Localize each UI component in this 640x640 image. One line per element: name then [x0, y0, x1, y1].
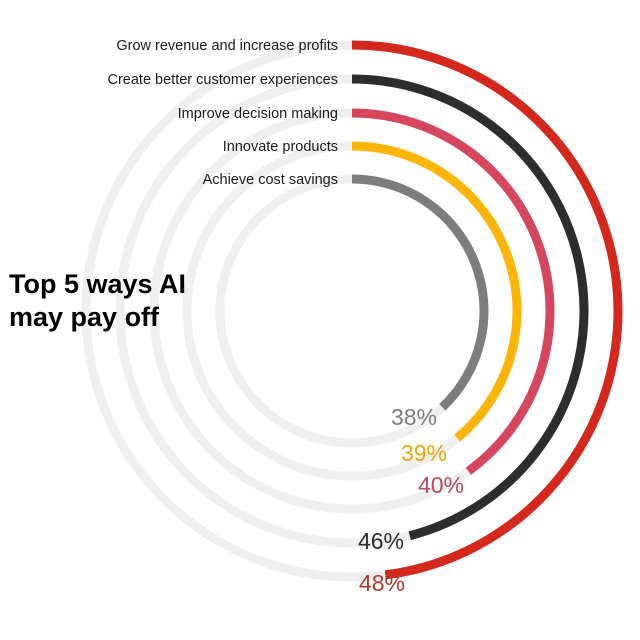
category-label: Innovate products [223, 139, 338, 155]
bar-arc [351, 141, 522, 442]
value-label: 39% [401, 440, 447, 466]
bar-arc [351, 174, 489, 411]
bar-arc [351, 108, 555, 475]
value-label: 38% [391, 404, 437, 430]
chart-bars [351, 40, 623, 580]
bar-arc [351, 40, 623, 580]
chart-headline: Top 5 ways AI may pay off [9, 268, 186, 334]
value-label: 46% [358, 528, 404, 554]
category-label: Achieve cost savings [203, 172, 338, 188]
headline-line-2: may pay off [9, 302, 160, 332]
headline-line-1: Top 5 ways AI [9, 269, 187, 299]
bar-arc [351, 74, 589, 541]
category-label: Create better customer experiences [108, 72, 339, 88]
value-label: 48% [359, 570, 405, 596]
category-label: Improve decision making [178, 106, 338, 122]
chart-value-labels: 48% 46% 40% 39% 38% [358, 404, 464, 596]
category-label: Grow revenue and increase profits [116, 38, 338, 54]
value-label: 40% [418, 472, 464, 498]
chart-category-labels: Grow revenue and increase profits Create … [108, 38, 339, 188]
